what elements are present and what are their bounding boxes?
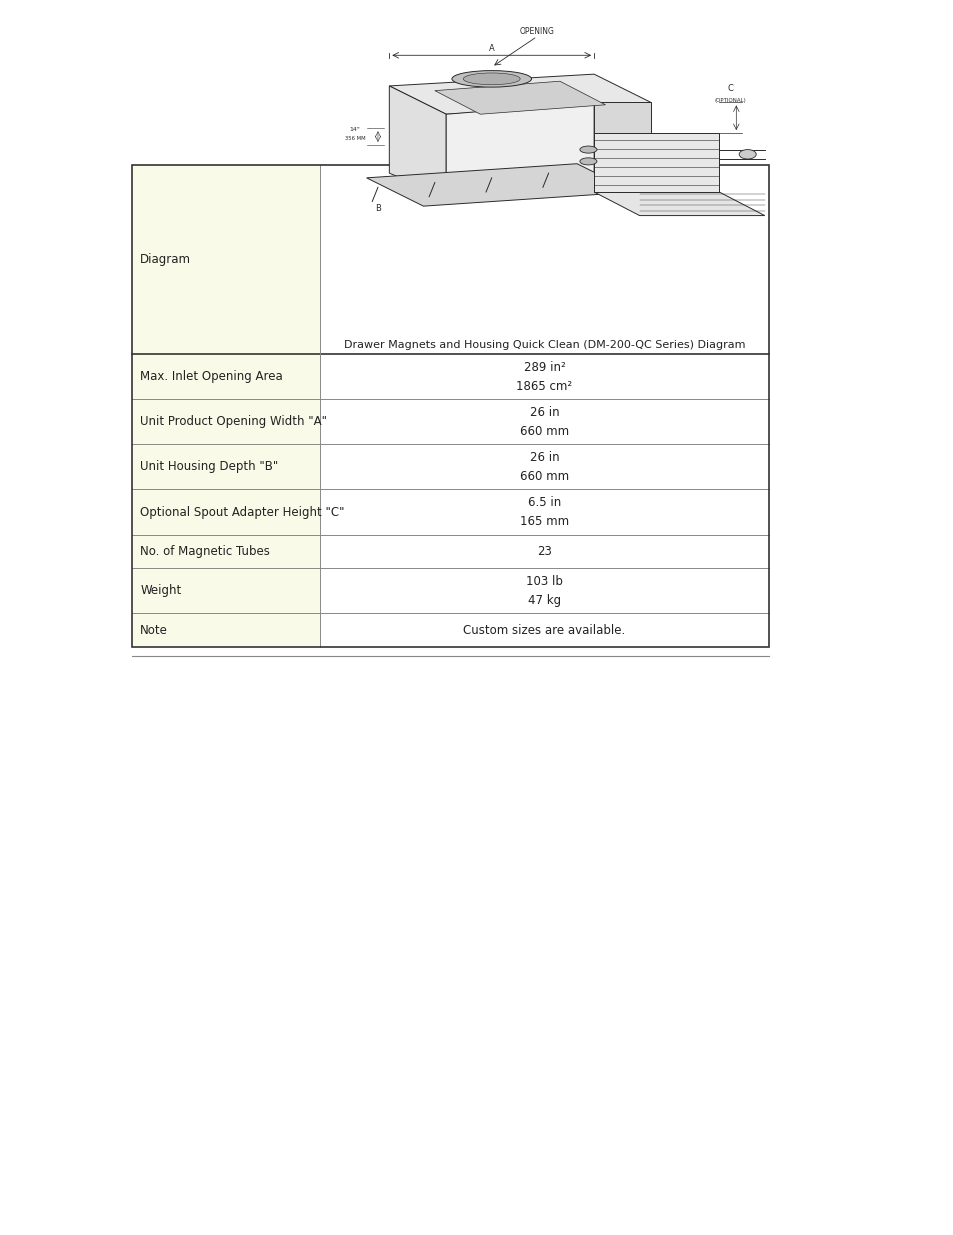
Polygon shape bbox=[594, 191, 764, 216]
Ellipse shape bbox=[452, 70, 531, 88]
Bar bbox=[132, 165, 320, 354]
Polygon shape bbox=[389, 86, 446, 196]
Text: 6.5 in
165 mm: 6.5 in 165 mm bbox=[519, 496, 568, 529]
Bar bbox=[132, 568, 320, 614]
Text: B: B bbox=[375, 204, 380, 212]
Bar bbox=[132, 489, 320, 535]
Ellipse shape bbox=[579, 146, 597, 153]
Bar bbox=[132, 445, 320, 489]
Text: Custom sizes are available.: Custom sizes are available. bbox=[463, 624, 625, 637]
Bar bbox=[320, 489, 768, 535]
Bar bbox=[320, 399, 768, 445]
Text: No. of Magnetic Tubes: No. of Magnetic Tubes bbox=[140, 545, 270, 558]
Bar bbox=[320, 445, 768, 489]
Bar bbox=[320, 535, 768, 568]
Text: Unit Housing Depth "B": Unit Housing Depth "B" bbox=[140, 461, 278, 473]
Text: Drawer Magnets and Housing Quick Clean (DM-200-QC Series) Diagram: Drawer Magnets and Housing Quick Clean (… bbox=[343, 341, 744, 351]
Bar bbox=[132, 614, 320, 647]
Text: 289 in²
1865 cm²: 289 in² 1865 cm² bbox=[516, 361, 572, 393]
Ellipse shape bbox=[579, 158, 597, 165]
Bar bbox=[132, 535, 320, 568]
Polygon shape bbox=[446, 103, 594, 196]
Bar bbox=[132, 354, 320, 399]
Text: (OPTIONAL): (OPTIONAL) bbox=[714, 99, 745, 104]
Text: OPENING: OPENING bbox=[519, 27, 554, 36]
Text: Unit Product Opening Width "A": Unit Product Opening Width "A" bbox=[140, 415, 327, 429]
Text: 14": 14" bbox=[350, 127, 360, 132]
Polygon shape bbox=[594, 133, 719, 191]
Text: 103 lb
47 kg: 103 lb 47 kg bbox=[525, 574, 562, 606]
Polygon shape bbox=[366, 164, 633, 206]
Ellipse shape bbox=[739, 149, 756, 159]
Text: Weight: Weight bbox=[140, 584, 181, 598]
Bar bbox=[132, 399, 320, 445]
Text: Optional Spout Adapter Height "C": Optional Spout Adapter Height "C" bbox=[140, 505, 344, 519]
Text: C: C bbox=[727, 84, 733, 93]
Text: 26 in
660 mm: 26 in 660 mm bbox=[519, 406, 568, 438]
Text: 356 MM: 356 MM bbox=[345, 136, 365, 141]
Bar bbox=[320, 354, 768, 399]
Text: Max. Inlet Opening Area: Max. Inlet Opening Area bbox=[140, 370, 283, 383]
Text: 26 in
660 mm: 26 in 660 mm bbox=[519, 451, 568, 483]
Text: 23: 23 bbox=[537, 545, 551, 558]
Ellipse shape bbox=[463, 73, 519, 85]
Bar bbox=[132, 165, 768, 647]
Polygon shape bbox=[435, 82, 605, 114]
Polygon shape bbox=[389, 74, 650, 114]
Bar bbox=[320, 165, 768, 354]
Text: Note: Note bbox=[140, 624, 168, 637]
Text: A: A bbox=[488, 43, 494, 53]
Bar bbox=[320, 614, 768, 647]
Polygon shape bbox=[594, 103, 650, 185]
Text: Diagram: Diagram bbox=[140, 253, 191, 267]
Bar bbox=[320, 568, 768, 614]
